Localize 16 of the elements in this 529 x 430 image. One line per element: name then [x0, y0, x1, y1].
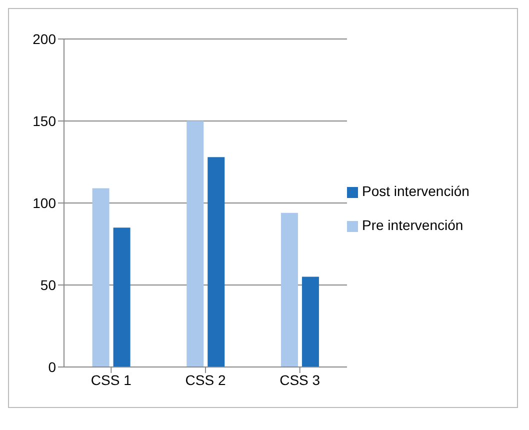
bar: [92, 188, 110, 367]
legend-label: Post intervención: [362, 183, 470, 199]
bar: [280, 212, 298, 367]
y-tick-label: 200: [32, 30, 56, 47]
bar: [208, 157, 225, 367]
legend-label: Pre intervención: [362, 217, 464, 233]
y-tick-label: 100: [32, 194, 56, 211]
bar: [302, 276, 319, 367]
y-tick-label: 150: [32, 112, 56, 129]
bar: [113, 228, 130, 367]
x-tick-label: CSS 1: [90, 372, 132, 388]
y-tick-label: 0: [48, 358, 56, 375]
bar: [186, 121, 204, 367]
x-tick-label: CSS 2: [185, 372, 226, 388]
y-tick-label: 50: [40, 276, 56, 293]
x-tick-label: CSS 3: [280, 372, 320, 388]
